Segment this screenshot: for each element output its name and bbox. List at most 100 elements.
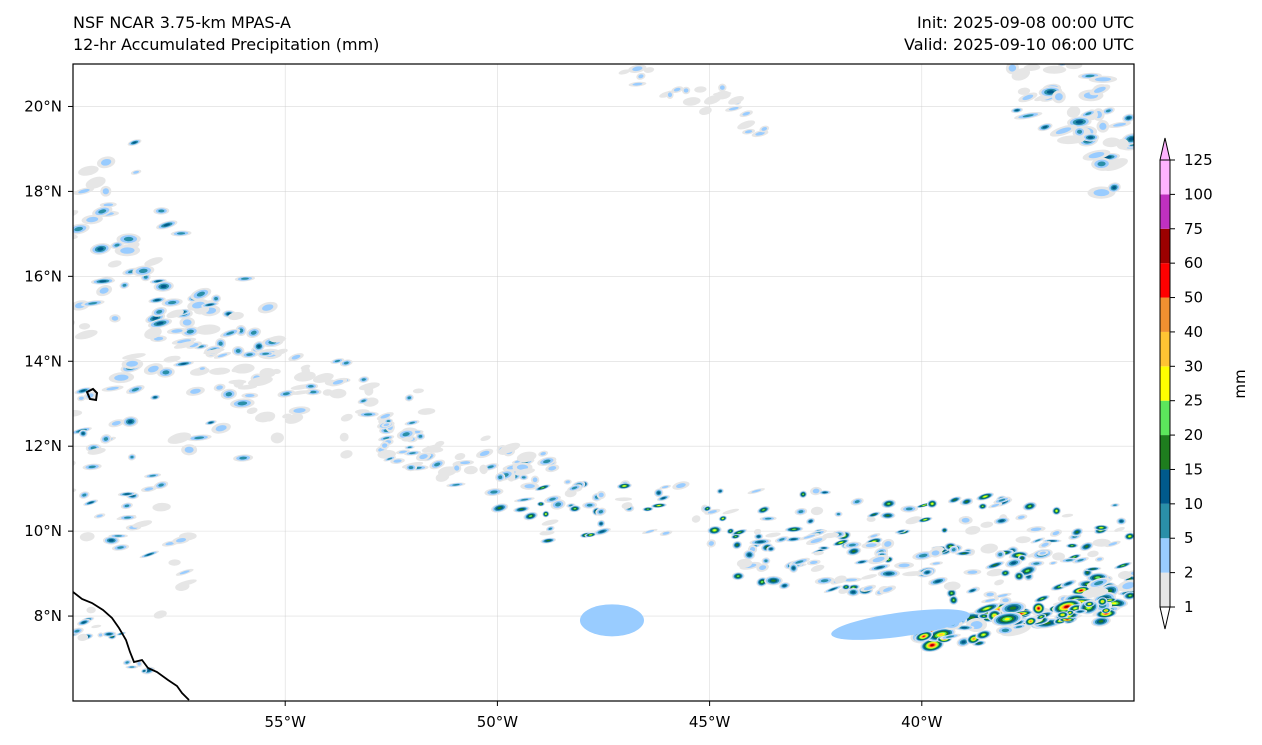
rain-cell <box>13 255 30 265</box>
rain-cell <box>851 550 856 553</box>
rain-cell <box>209 367 231 375</box>
rain-cell <box>42 390 47 393</box>
rain-cell <box>22 257 35 267</box>
rain-cell <box>1094 77 1111 82</box>
rain-cell <box>28 287 51 301</box>
rain-cell <box>1085 74 1095 78</box>
rain-cell <box>548 466 557 471</box>
rain-cell <box>117 546 124 549</box>
rain-cell <box>792 528 796 530</box>
rain-cell <box>9 139 20 146</box>
rain-cell <box>1049 540 1055 542</box>
rain-cell <box>146 669 151 672</box>
rain-cell <box>216 385 223 390</box>
rain-cell <box>1077 129 1083 134</box>
rain-cell <box>1002 598 1009 603</box>
rain-cell <box>59 320 73 330</box>
rain-cell <box>60 461 72 467</box>
rain-cell <box>1037 607 1040 610</box>
rain-cell <box>1142 513 1156 517</box>
rain-cell <box>497 506 502 510</box>
rain-cell <box>1079 589 1083 591</box>
rain-cell <box>380 413 391 419</box>
rain-cell <box>520 498 529 501</box>
rain-cell <box>237 384 258 390</box>
rain-cell <box>9 252 33 267</box>
rain-cell <box>885 572 893 575</box>
rain-cell <box>1022 94 1034 101</box>
rain-cell <box>753 528 762 535</box>
rain-cell <box>47 243 54 247</box>
rain-cell <box>902 571 925 577</box>
colorbar-level-label: 5 <box>1184 529 1194 547</box>
rain-cell <box>156 321 164 325</box>
rain-cell <box>639 55 649 59</box>
rain-cell <box>186 329 194 334</box>
rain-cell <box>158 209 165 213</box>
rain-cell <box>73 210 79 219</box>
rain-cell <box>1093 580 1104 586</box>
rain-cell <box>546 539 551 542</box>
rain-cell <box>114 374 129 381</box>
rain-cell <box>86 606 96 614</box>
rain-cell <box>952 499 957 501</box>
rain-cell <box>524 484 535 489</box>
rain-cell <box>769 547 773 550</box>
rain-cell <box>694 86 707 93</box>
rain-cell <box>30 288 47 299</box>
rain-cell <box>866 516 876 522</box>
rain-cell <box>144 327 162 340</box>
rain-cell <box>99 287 109 294</box>
rain-cell <box>454 465 460 471</box>
rain-cell <box>2 271 19 281</box>
rain-cell <box>98 209 107 214</box>
rain-cell <box>1148 515 1155 518</box>
rain-cell <box>854 500 860 504</box>
rain-cell <box>1099 122 1107 130</box>
lat-tick-label: 14°N <box>24 352 62 370</box>
rain-cell <box>269 335 287 343</box>
rain-cell <box>38 387 51 394</box>
rain-cell <box>729 530 732 532</box>
rain-cell <box>49 290 57 296</box>
rain-cell <box>58 629 68 637</box>
rain-cell <box>965 500 969 503</box>
rain-cell <box>932 562 941 565</box>
rain-cell <box>1146 515 1150 516</box>
rain-cell <box>409 452 416 455</box>
rain-cell <box>45 243 56 249</box>
rain-cell <box>1046 35 1062 44</box>
rain-cell <box>233 379 244 388</box>
rain-cell <box>541 486 545 489</box>
rain-cell <box>62 631 65 633</box>
rain-cell <box>361 378 366 381</box>
rain-cell <box>73 229 74 236</box>
rain-cell <box>1050 561 1056 565</box>
rain-cell <box>728 106 739 111</box>
rain-cell <box>548 527 552 530</box>
colorbar-segment <box>1160 503 1170 539</box>
rain-cell <box>884 541 892 547</box>
colorbar-segment <box>1160 469 1170 504</box>
rain-cell <box>1045 43 1059 53</box>
rain-cell <box>153 610 167 619</box>
rain-cell <box>844 578 858 582</box>
rain-cell <box>137 661 141 666</box>
lon-tick-label: 40°W <box>901 713 943 731</box>
rain-cell <box>994 579 1005 586</box>
rain-cell <box>52 317 59 320</box>
rain-cell <box>96 514 103 518</box>
rain-cell <box>42 398 51 402</box>
rain-cell <box>943 581 961 591</box>
rain-cell <box>262 352 270 355</box>
rain-cell <box>194 436 205 440</box>
rain-cell <box>1088 152 1105 159</box>
rain-cell <box>87 447 106 455</box>
rain-cell <box>383 423 390 427</box>
valid-time: Valid: 2025-09-10 06:00 UTC <box>903 35 1134 54</box>
rain-cell <box>79 532 95 542</box>
rain-cell <box>541 519 559 526</box>
rain-cell <box>57 431 68 437</box>
rain-cell <box>1046 90 1054 94</box>
precipitation-field <box>2 35 1156 675</box>
